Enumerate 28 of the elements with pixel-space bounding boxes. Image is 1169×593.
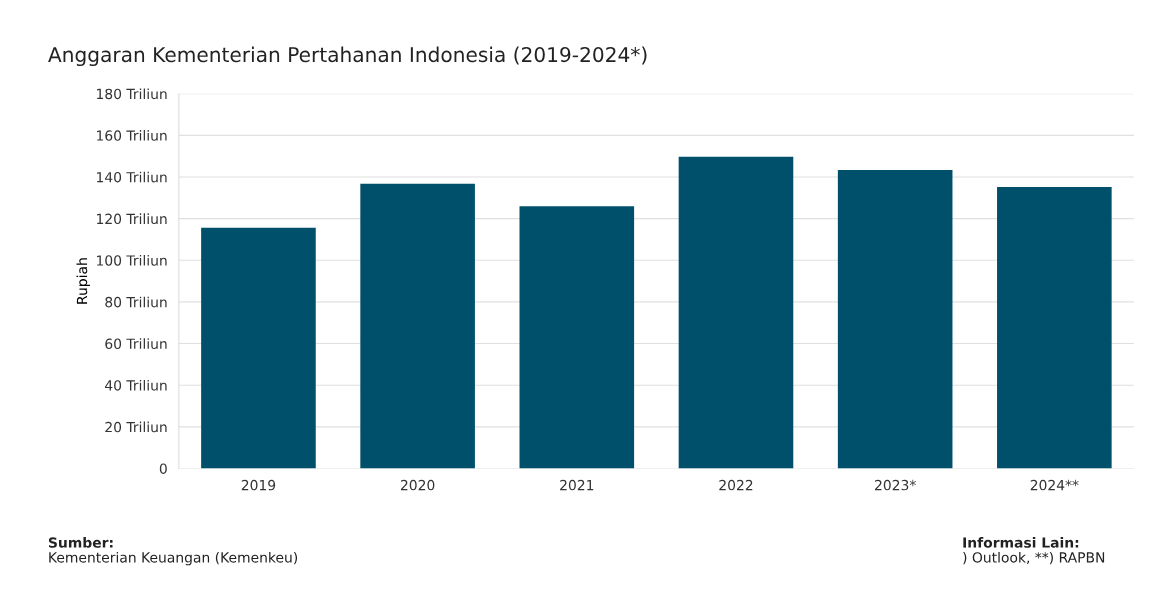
text: ) Outlook, **) RAPBN [963, 551, 1105, 565]
bar [678, 156, 794, 469]
y-tick-label: 120 Triliun [97, 213, 167, 225]
text: Informasi Lain: [963, 537, 1079, 548]
y-tick-label: 40 Triliun [105, 379, 167, 391]
chart-title: Anggaran Kementerian Pertahanan Indonesia (2019-2024*) [48, 46, 647, 67]
bar [360, 183, 475, 469]
x-tick-label: 2021 [560, 479, 594, 491]
y-tick-label: 0 [159, 463, 167, 474]
y-tick-label: 140 Triliun [97, 171, 167, 183]
y-tick-label: 100 Triliun [97, 254, 167, 266]
x-tick-label: 2023* [875, 479, 916, 491]
y-tick-label: 20 Triliun [105, 421, 167, 433]
bar [997, 186, 1112, 469]
text: Kementerian Keuangan (Kemenkeu) [49, 551, 298, 566]
bar [837, 169, 953, 469]
bar [201, 227, 316, 469]
x-tick-label: 2024** [1030, 479, 1079, 491]
x-tick-label: 2022 [719, 479, 753, 491]
x-tick-label: 2019 [241, 479, 276, 491]
text: Sumber: [48, 537, 113, 548]
y-tick-label: 80 Triliun [105, 296, 167, 308]
bar [519, 206, 635, 469]
y-tick-label: 60 Triliun [105, 338, 167, 350]
x-tick-label: 2020 [400, 479, 435, 491]
y-tick-label: 180 Triliun [97, 88, 167, 100]
y-tick-label: 160 Triliun [97, 130, 167, 141]
y-axis-title: Rupiah [76, 258, 90, 304]
